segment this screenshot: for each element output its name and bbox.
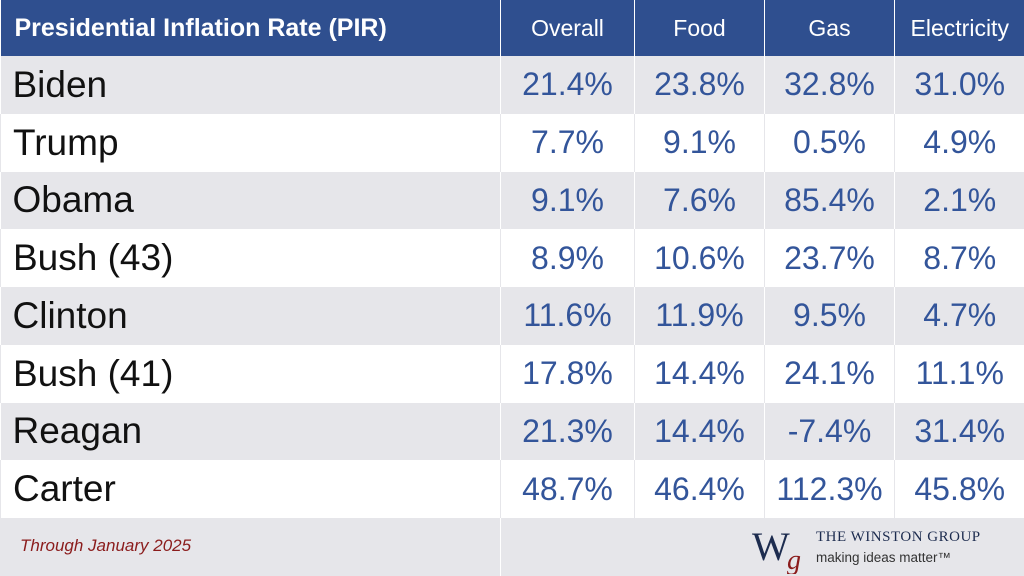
- president-name: Bush (43): [0, 229, 501, 287]
- cell-gas: 32.8%: [764, 56, 895, 114]
- header-row: Presidential Inflation Rate (PIR) Overal…: [0, 0, 1024, 56]
- president-name: Reagan: [0, 402, 501, 461]
- svg-text:W: W: [752, 524, 790, 569]
- cell-electricity: 31.0%: [894, 56, 1024, 114]
- president-name: Carter: [0, 460, 501, 518]
- column-header-overall: Overall: [500, 0, 635, 56]
- table-row: Bush (43) 8.9% 10.6% 23.7% 8.7%: [0, 229, 1024, 287]
- table-row: Obama 9.1% 7.6% 85.4% 2.1%: [0, 171, 1024, 230]
- cell-gas: -7.4%: [764, 402, 895, 461]
- table-row: Reagan 21.3% 14.4% -7.4% 31.4%: [0, 402, 1024, 461]
- cell-electricity: 8.7%: [894, 229, 1024, 287]
- logo-tagline: making ideas matter™: [816, 550, 952, 565]
- cell-food: 14.4%: [634, 344, 765, 403]
- cell-food: 9.1%: [634, 113, 765, 172]
- cell-electricity: 2.1%: [894, 171, 1024, 230]
- svg-text:g: g: [787, 545, 801, 574]
- president-name: Bush (41): [0, 344, 501, 403]
- table-row: Carter 48.7% 46.4% 112.3% 45.8%: [0, 460, 1024, 518]
- winston-group-logo: W g THE WINSTON GROUP making ideas matte…: [750, 522, 1020, 574]
- cell-gas: 23.7%: [764, 229, 895, 287]
- president-name: Obama: [0, 171, 501, 230]
- footnote: Through January 2025: [20, 536, 192, 555]
- cell-gas: 85.4%: [764, 171, 895, 230]
- table-row: Clinton 11.6% 11.9% 9.5% 4.7%: [0, 287, 1024, 345]
- cell-electricity: 4.9%: [894, 113, 1024, 172]
- table-title: Presidential Inflation Rate (PIR): [0, 0, 501, 56]
- footer-divider: [500, 518, 501, 576]
- pir-table: Presidential Inflation Rate (PIR) Overal…: [0, 0, 1024, 518]
- cell-food: 46.4%: [634, 460, 765, 518]
- cell-food: 7.6%: [634, 171, 765, 230]
- cell-overall: 17.8%: [500, 344, 635, 403]
- wg-logo-mark-icon: W g: [752, 524, 801, 574]
- cell-gas: 24.1%: [764, 344, 895, 403]
- cell-overall: 48.7%: [500, 460, 635, 518]
- cell-gas: 0.5%: [764, 113, 895, 172]
- footer: Through January 2025 W g THE WINSTON GRO…: [0, 518, 1024, 576]
- cell-overall: 11.6%: [500, 287, 635, 345]
- cell-food: 10.6%: [634, 229, 765, 287]
- table-row: Trump 7.7% 9.1% 0.5% 4.9%: [0, 113, 1024, 172]
- cell-overall: 21.4%: [500, 56, 635, 114]
- cell-overall: 21.3%: [500, 402, 635, 461]
- cell-overall: 9.1%: [500, 171, 635, 230]
- cell-electricity: 31.4%: [894, 402, 1024, 461]
- president-name: Clinton: [0, 287, 501, 345]
- cell-gas: 9.5%: [764, 287, 895, 345]
- table-row: Bush (41) 17.8% 14.4% 24.1% 11.1%: [0, 344, 1024, 403]
- column-header-food: Food: [634, 0, 765, 56]
- cell-gas: 112.3%: [764, 460, 895, 518]
- cell-food: 14.4%: [634, 402, 765, 461]
- table-body: Biden 21.4% 23.8% 32.8% 31.0% Trump 7.7% 9.1% 0.…: [0, 56, 1024, 518]
- cell-food: 11.9%: [634, 287, 765, 345]
- cell-electricity: 45.8%: [894, 460, 1024, 518]
- cell-food: 23.8%: [634, 56, 765, 114]
- table-row: Biden 21.4% 23.8% 32.8% 31.0%: [0, 56, 1024, 114]
- cell-overall: 7.7%: [500, 113, 635, 172]
- column-header-electricity: Electricity: [894, 0, 1024, 56]
- cell-electricity: 11.1%: [894, 344, 1024, 403]
- column-header-gas: Gas: [764, 0, 895, 56]
- cell-electricity: 4.7%: [894, 287, 1024, 345]
- cell-overall: 8.9%: [500, 229, 635, 287]
- president-name: Biden: [0, 56, 501, 114]
- president-name: Trump: [0, 113, 501, 172]
- logo-name: THE WINSTON GROUP: [816, 529, 981, 545]
